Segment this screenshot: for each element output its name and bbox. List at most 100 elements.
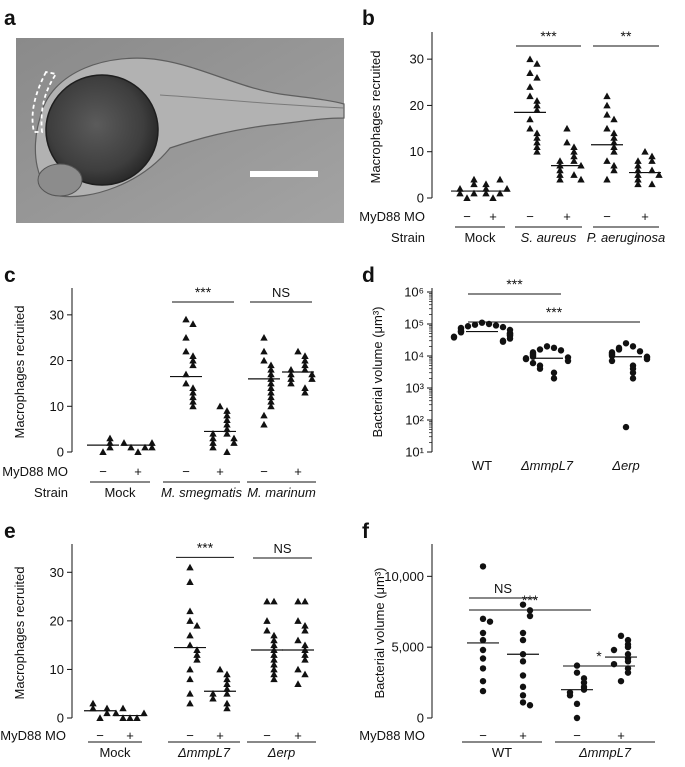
panel-b-point [533,60,541,67]
panel-d-point [636,348,644,355]
panel-c-ytick-label: 10 [50,399,64,414]
panel-f-point [519,692,527,699]
panel-e-point [209,690,217,697]
panel-b-point [634,166,642,174]
panel-f-point [624,658,632,665]
panel-e-significance-label: NS [273,541,291,556]
panel-f-point [479,636,487,644]
panel-f-point [479,563,487,570]
panel-d-category-label: WT [472,458,492,473]
panel-e-point [186,675,194,683]
panel-b-point [470,189,478,197]
panel-e-point [223,675,231,683]
panel-e-morpholino-sign: + [126,728,134,743]
panel-f-point [519,699,527,706]
panel-f-morpholino-sign: + [617,728,625,743]
panel-d-point [457,329,465,336]
panel-c-point [223,425,231,433]
panel-b-point [470,180,478,188]
panel-b-point [641,148,649,155]
panel-c-point [260,347,268,355]
panel-d-ytick-label: 10⁶ [404,285,424,300]
panel-c-point [287,379,295,387]
panel-c-row-label-strain: Strain [34,485,68,500]
panel-f-group-label: WT [492,745,512,760]
panel-f-row-label-morpholino: MyD88 MO [359,728,425,743]
panel-c-point [267,379,275,387]
panel-b-point [655,171,663,178]
panel-f-point [479,687,487,695]
panel-e-point [294,636,302,644]
panel-f-point [519,672,527,679]
panel-c-point [141,443,149,451]
panel-f-point [486,618,494,625]
panel-e-point [223,690,231,697]
panel-e-point [209,694,217,702]
panel-f-point [519,629,527,637]
panel-c-group-label: M. smegmatis [161,485,242,500]
panel-e-point [263,617,271,624]
panel-b-ytick-label: 20 [410,98,424,113]
panel-label-f: f [362,520,370,543]
panel-label-b: b [362,7,375,30]
panel-d-ytick-label: 10³ [405,381,424,396]
panel-c-point [308,375,316,382]
panel-f-point [519,601,527,608]
panel-b-point [563,138,571,146]
panel-b-point [526,124,534,132]
panel-b-point [610,166,618,174]
panel-e-point [119,704,127,712]
panel-b-ytick-label: 30 [410,52,424,67]
panel-f-point [479,646,487,654]
panel-b-point [526,55,534,63]
panel-e-group-label: ΔmmpL7 [177,745,231,760]
panel-e-point [223,699,231,707]
panel-c-point [260,420,268,428]
panel-c-point [267,388,275,396]
panel-f-point [610,646,618,654]
panel-b-point [533,73,541,81]
panel-e-ytick-label: 10 [50,662,64,677]
panel-e-point [270,631,278,639]
panel-c-point [106,443,114,451]
panel-e-point [186,699,194,707]
panel-f-point [617,677,625,685]
panel-c-point [182,334,190,341]
panel-c-point [287,375,295,382]
panel-label-c: c [4,264,16,287]
panel-d-point [643,355,651,363]
panel-f-morpholino-sign: + [519,728,527,743]
panel-d-point [506,335,514,342]
panel-d-point [536,365,544,372]
panel-e-point [270,656,278,663]
panel-c-point [223,411,231,419]
panel-b-point [533,129,541,137]
panel-d-ytick-label: 10⁴ [404,349,424,364]
panel-e-point [263,597,271,605]
panel-b-ytick-label: 0 [417,191,424,206]
panel-d-point [608,357,616,365]
panel-e-point [112,709,120,717]
panel-b-point [570,152,578,160]
panel-label-d: d [362,264,375,287]
panel-b-row-label-morpholino: MyD88 MO [359,209,425,224]
panel-b-point [526,115,534,123]
panel-c-point [287,370,295,378]
panel-e-morpholino-sign: − [186,728,194,743]
panel-d-point [608,352,616,360]
yolk [45,74,159,186]
panel-c-point [189,361,197,369]
panel-c-point [189,384,197,391]
panel-b-point [610,138,618,146]
panel-b-point [526,69,534,76]
panel-e-point [270,665,278,673]
panel-d-point [471,321,479,328]
panel-c-point [267,402,275,410]
panel-f-ytick-label: 0 [417,711,424,726]
panel-d-category-label: ΔmmpL7 [520,458,574,473]
panel-e-point [294,597,302,605]
panel-f-point [573,669,581,676]
panel-d-significance-label: *** [506,276,523,292]
panel-e-point [223,704,231,712]
panel-b-morpholino-sign: + [489,209,497,224]
